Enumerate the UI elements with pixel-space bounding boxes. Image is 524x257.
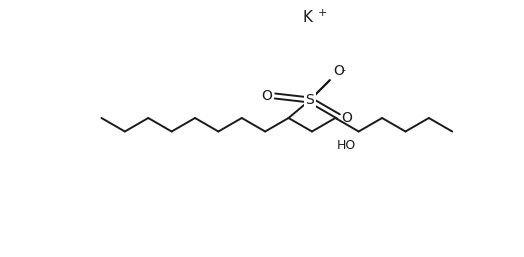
Text: O: O [342,112,353,125]
Text: O: O [333,64,344,78]
Text: +: + [318,8,328,18]
Text: -: - [342,65,346,75]
Text: HO: HO [336,140,356,152]
Text: O: O [261,89,272,103]
Text: S: S [305,93,314,107]
Text: K: K [303,11,313,25]
